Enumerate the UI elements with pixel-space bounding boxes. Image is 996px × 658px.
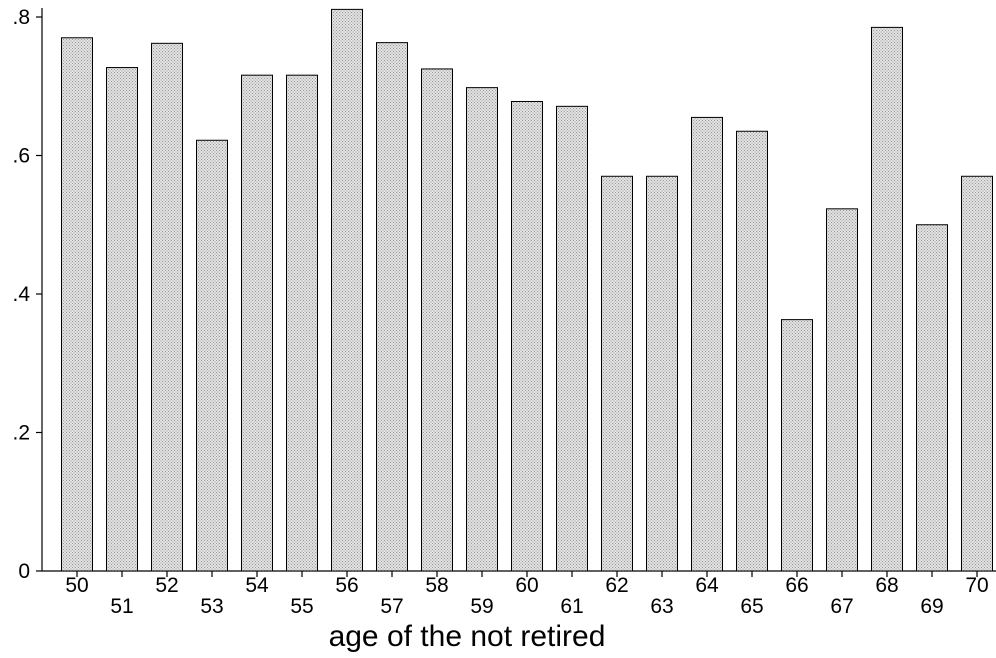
bar-69 — [916, 224, 948, 572]
x-tick-label: 53 — [200, 595, 223, 618]
bar-70 — [961, 175, 993, 572]
x-tick-label: 69 — [920, 595, 943, 618]
x-tick-label: 55 — [290, 595, 313, 618]
y-tick-label: .2 — [12, 422, 30, 445]
x-tick-label: 67 — [830, 595, 853, 618]
x-axis-title: age of the not retired — [329, 620, 606, 653]
x-tick-label: 68 — [875, 574, 898, 597]
x-tick-label: 63 — [650, 595, 673, 618]
x-tick-label: 60 — [515, 574, 538, 597]
x-tick-label: 56 — [335, 574, 358, 597]
x-tick-label: 52 — [155, 574, 178, 597]
bar-68 — [871, 26, 903, 572]
x-tick-label: 66 — [785, 574, 808, 597]
bar-65 — [736, 130, 768, 572]
bars-group — [61, 8, 993, 572]
bar-62 — [601, 175, 633, 572]
y-tick-label: 0 — [18, 560, 30, 583]
x-tick-label: 61 — [560, 595, 583, 618]
bar-52 — [151, 42, 183, 572]
x-axis: 50 51 52 53 54 55 56 57 58 59 60 61 62 63 64 65 66 67 68 69… — [42, 570, 996, 618]
bar-58 — [421, 68, 453, 572]
bar-67 — [826, 208, 858, 572]
x-tick-label: 57 — [380, 595, 403, 618]
x-tick-label: 54 — [245, 574, 269, 597]
bar-50 — [61, 37, 93, 572]
bar-51 — [106, 67, 138, 572]
x-tick-label: 62 — [605, 574, 628, 597]
y-axis: 0 .2 .4 .6 .8 — [12, 6, 43, 583]
bar-55 — [286, 74, 318, 572]
bar-61 — [556, 105, 588, 572]
x-tick-label: 50 — [65, 574, 88, 597]
bar-54 — [241, 74, 273, 572]
bar-64 — [691, 116, 723, 572]
bar-56 — [331, 8, 363, 572]
bar-66 — [781, 319, 813, 572]
bar-57 — [376, 42, 408, 572]
x-tick-label: 70 — [965, 574, 988, 597]
y-tick-label: .6 — [12, 145, 30, 168]
x-tick-label: 58 — [425, 574, 448, 597]
bar-60 — [511, 100, 543, 572]
bar-63 — [646, 175, 678, 572]
x-tick-label: 65 — [740, 595, 763, 618]
x-tick-label: 59 — [470, 595, 493, 618]
x-tick-label: 51 — [110, 595, 133, 618]
bar-53 — [196, 139, 228, 572]
y-tick-label: .8 — [12, 6, 30, 29]
bar-59 — [466, 87, 498, 572]
x-tick-label: 64 — [695, 574, 719, 597]
y-tick-label: .4 — [12, 283, 30, 306]
